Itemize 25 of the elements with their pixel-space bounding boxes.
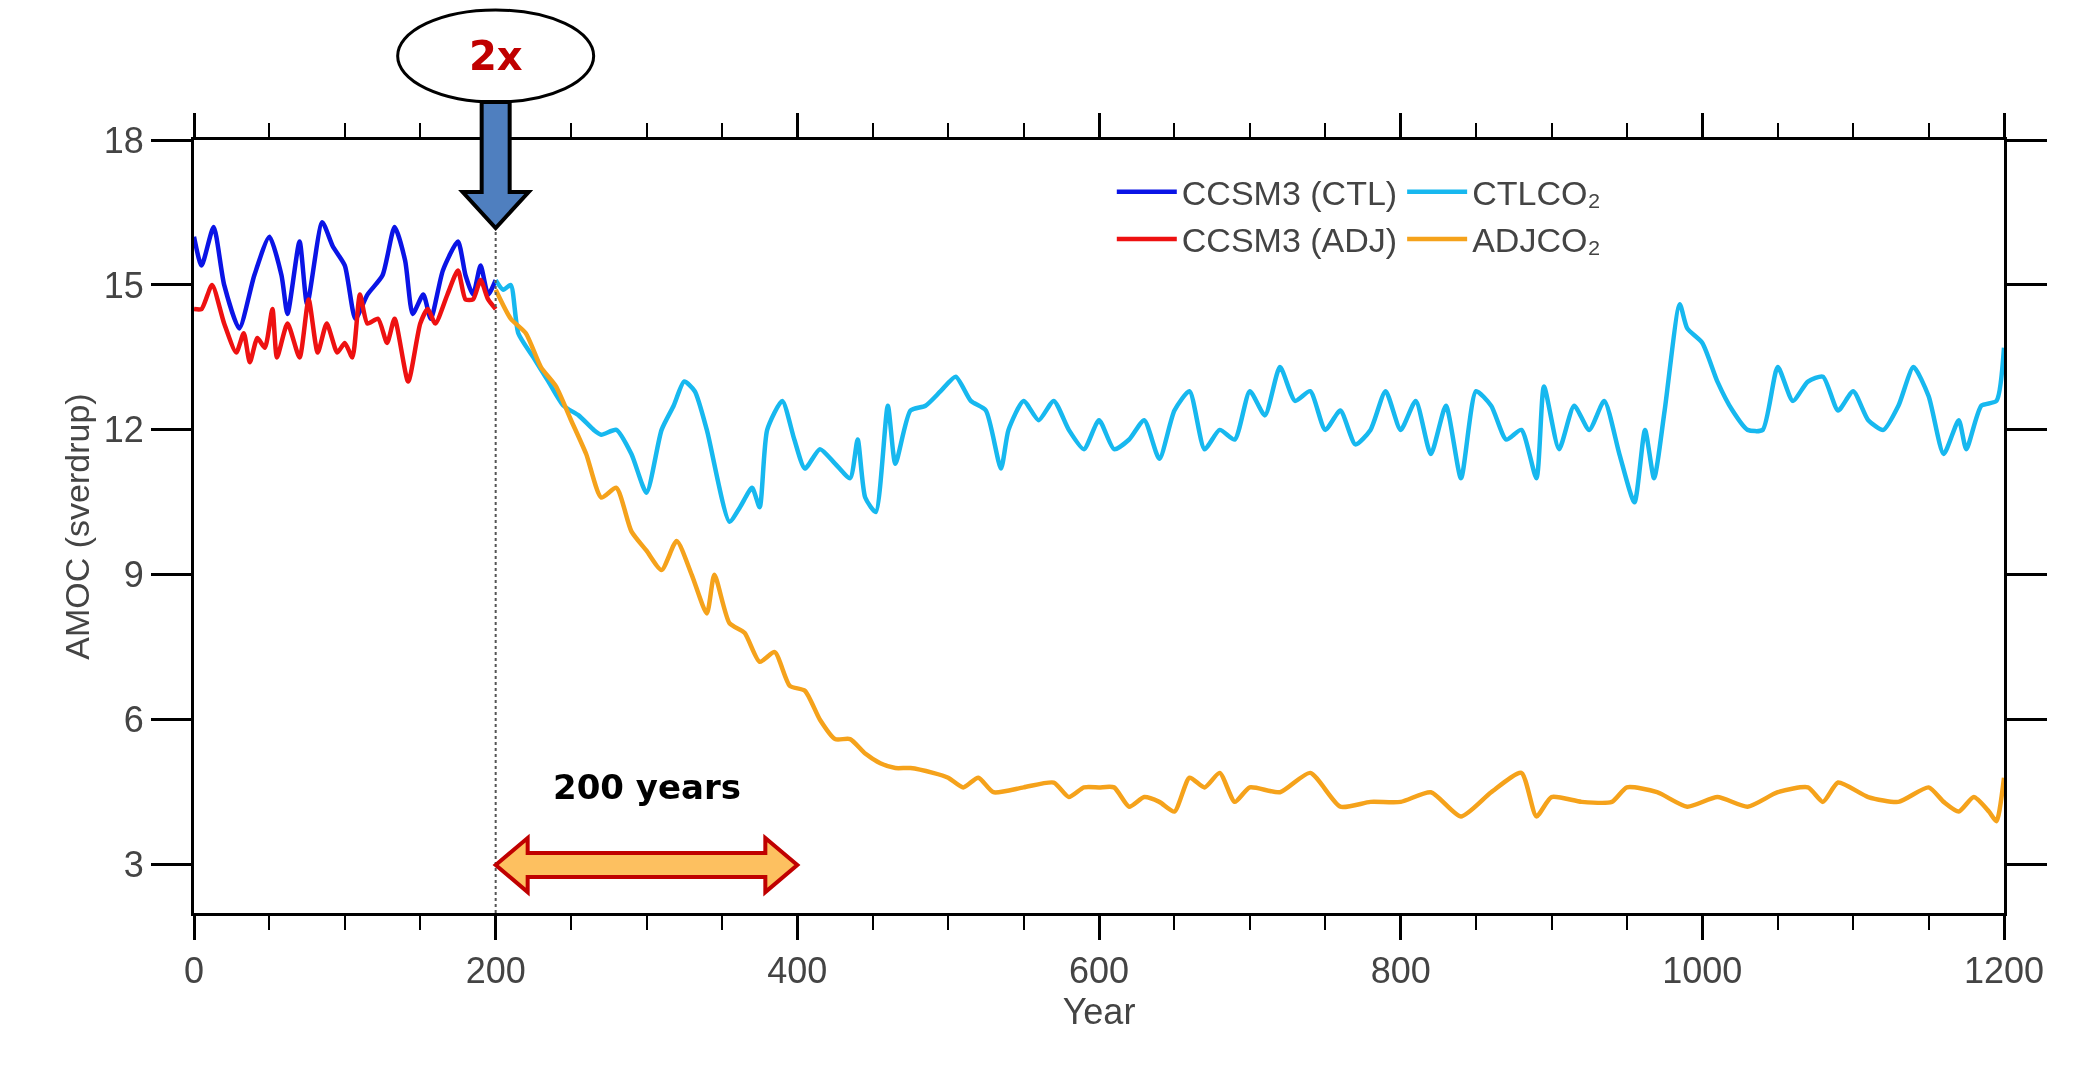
line-series — [493, 287, 2004, 824]
legend-label: CCSM3 (CTL) — [1181, 174, 1398, 213]
annotation: 200 years — [553, 767, 741, 807]
y-axis-title: AMOC (sverdrup) — [58, 393, 97, 660]
annotation: 2x — [469, 33, 523, 79]
legend-label: CCSM3 (ADJ) — [1181, 221, 1398, 260]
y-tick-label: 9 — [123, 554, 144, 596]
legend-label: CTLCO₂ — [1472, 174, 1601, 213]
x-tick-label: 800 — [1370, 950, 1431, 992]
x-tick-label: 400 — [767, 950, 828, 992]
y-tick-label: 15 — [103, 264, 144, 306]
x-axis-title: Year — [1062, 991, 1136, 1033]
x-tick-label: 1200 — [1963, 950, 2045, 992]
x-tick-label: 0 — [183, 950, 205, 992]
x-tick-label: 600 — [1068, 950, 1130, 992]
y-tick-label: 3 — [123, 844, 144, 886]
legend-label: ADJCO₂ — [1472, 221, 1601, 260]
line-series — [194, 268, 498, 384]
y-tick-label: 6 — [123, 699, 144, 741]
x-tick-label: 1000 — [1662, 950, 1743, 992]
line-series — [493, 277, 2004, 524]
y-tick-label: 12 — [103, 409, 144, 451]
line-series — [194, 219, 498, 331]
x-tick-label: 200 — [465, 950, 526, 992]
y-tick-label: 18 — [103, 119, 144, 161]
